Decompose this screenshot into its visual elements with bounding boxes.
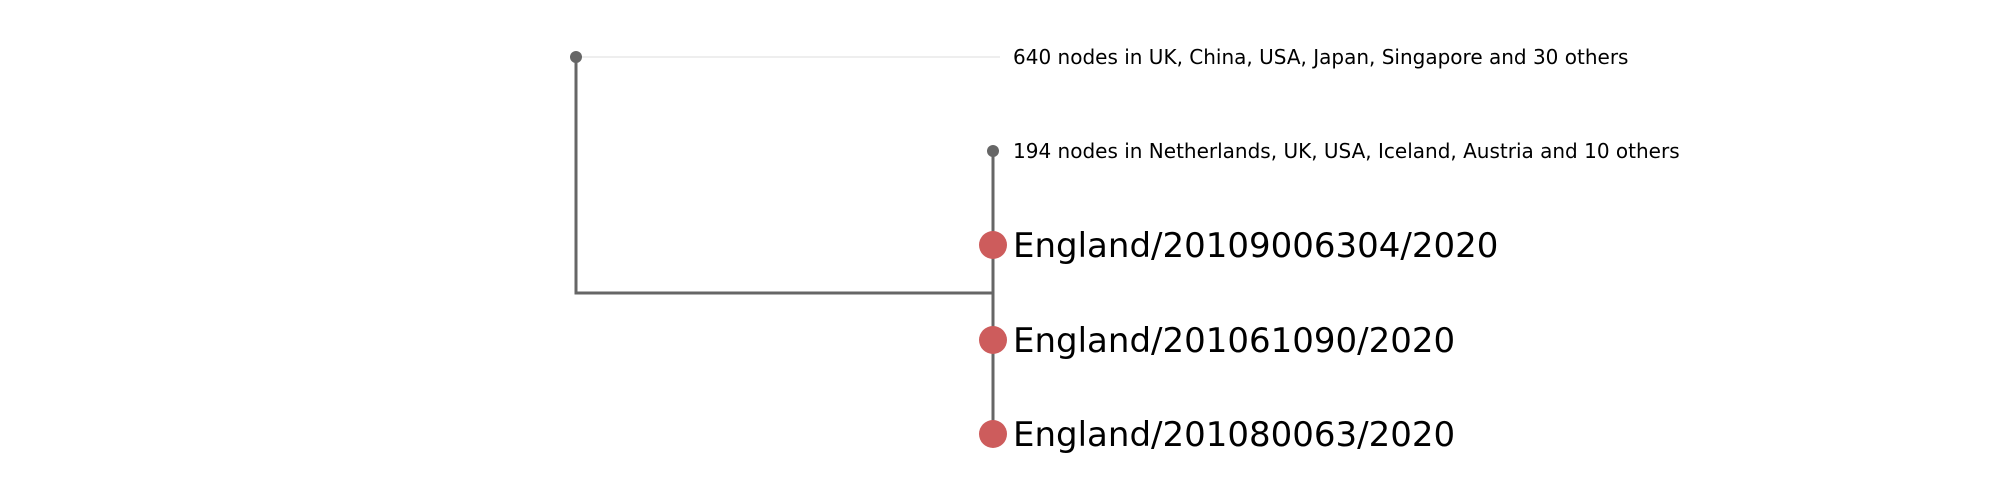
leaf-node-icon[interactable] <box>979 231 1007 259</box>
collapsed-group-label: 194 nodes in Netherlands, UK, USA, Icela… <box>1013 139 1680 163</box>
collapsed-node-icon[interactable] <box>570 51 582 63</box>
leaf-node-icon[interactable] <box>979 420 1007 448</box>
outer-branch <box>574 57 993 295</box>
leaf-label: England/201061090/2020 <box>1013 321 1455 361</box>
leaf-node-icon[interactable] <box>979 326 1007 354</box>
collapsed-node-icon[interactable] <box>987 145 999 157</box>
collapsed-group-label: 640 nodes in UK, China, USA, Japan, Sing… <box>1013 45 1628 69</box>
leaf-label: England/20109006304/2020 <box>1013 226 1498 266</box>
leaf-label: England/201080063/2020 <box>1013 415 1455 455</box>
